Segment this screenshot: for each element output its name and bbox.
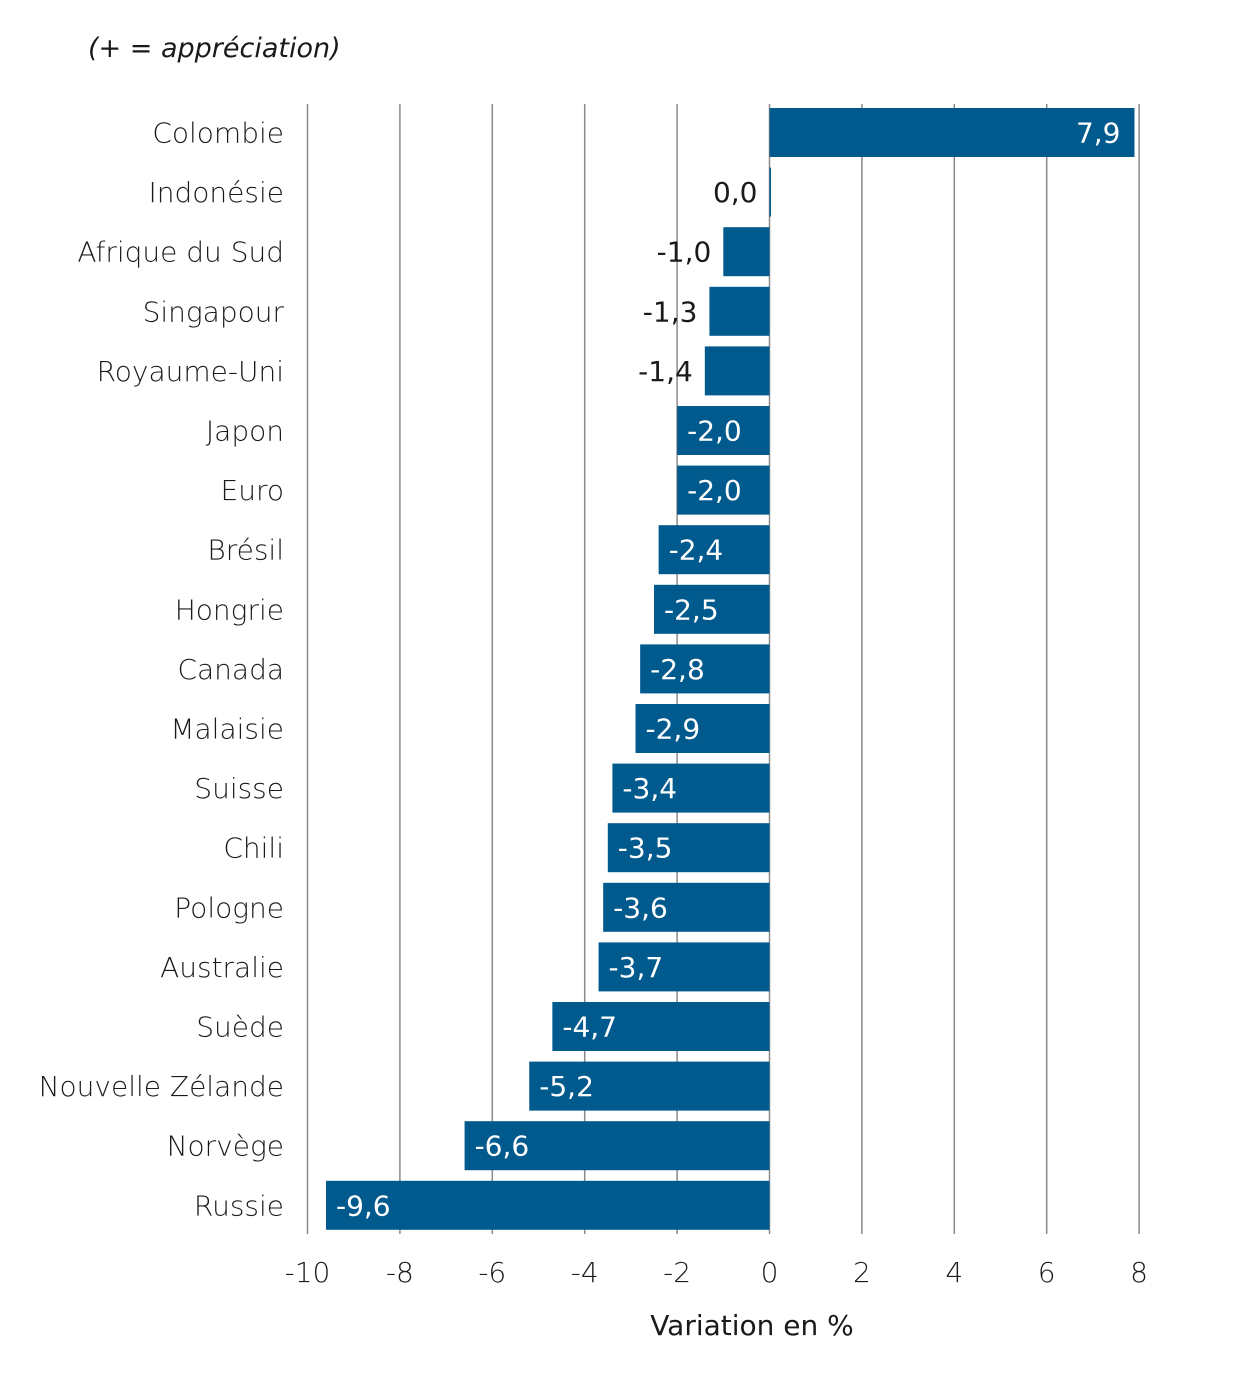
category-label: Chili [223, 832, 284, 865]
category-label: Norvège [167, 1130, 284, 1163]
data-label: -1,3 [643, 295, 698, 328]
category-label: Royaume-Uni [97, 355, 284, 388]
data-label: -5,2 [539, 1070, 594, 1103]
data-label: -9,6 [336, 1189, 391, 1222]
category-label: Suède [196, 1011, 284, 1044]
x-axis-title: Variation en % [650, 1309, 854, 1342]
category-label: Suisse [194, 772, 284, 805]
bar [325, 1180, 770, 1230]
bar [769, 167, 771, 217]
x-tick-label: 0 [761, 1256, 779, 1289]
category-label: Brésil [207, 534, 284, 567]
x-tick-label: -6 [478, 1256, 506, 1289]
category-label: Canada [177, 653, 284, 686]
data-label: -2,8 [650, 653, 705, 686]
data-label: -3,7 [609, 951, 664, 984]
data-label: -3,6 [613, 891, 668, 924]
bar [677, 406, 770, 455]
bar [607, 823, 770, 873]
data-label: -2,5 [664, 593, 719, 626]
x-tick-label: 2 [853, 1256, 871, 1289]
category-label: Russie [194, 1189, 284, 1222]
bar [635, 704, 770, 753]
bar [598, 942, 770, 992]
bar [654, 584, 770, 634]
category-label: Pologne [174, 891, 284, 924]
bar [677, 465, 770, 515]
data-label: -6,6 [475, 1130, 530, 1163]
data-label: 7,9 [1076, 117, 1121, 150]
x-tick-label: 6 [1038, 1256, 1056, 1289]
x-tick-label: -2 [663, 1256, 691, 1289]
x-tick-label: -4 [571, 1256, 599, 1289]
data-label: -2,0 [687, 415, 742, 448]
bar [709, 286, 770, 336]
bar [658, 525, 770, 575]
bar [612, 763, 770, 813]
category-label: Nouvelle Zélande [39, 1070, 284, 1103]
bar [529, 1061, 770, 1111]
category-label: Euro [221, 474, 284, 507]
bars [325, 108, 1135, 1230]
data-label: -3,4 [622, 772, 677, 805]
category-label: Japon [206, 415, 284, 448]
category-label: Afrique du Sud [77, 236, 284, 269]
bar [723, 227, 770, 277]
chart-subtitle: (+ = appréciation) [88, 33, 341, 64]
category-label: Colombie [152, 117, 284, 150]
data-label: -1,4 [638, 355, 693, 388]
data-label: -4,7 [562, 1011, 617, 1044]
category-label: Hongrie [175, 593, 284, 626]
data-label: -2,4 [669, 534, 724, 567]
bar [552, 1002, 770, 1051]
bar [603, 882, 770, 932]
data-label: -3,5 [618, 832, 673, 865]
bar [704, 346, 770, 396]
bar [464, 1121, 770, 1171]
category-label: Australie [160, 951, 284, 984]
category-label: Malaisie [170, 713, 284, 746]
data-label: -2,0 [687, 474, 742, 507]
data-label: -1,0 [657, 236, 712, 269]
data-label: 0,0 [713, 176, 758, 209]
x-tick-label: 4 [945, 1256, 963, 1289]
x-tick-labels: -10 -8 -6 -4 -2 0 2 4 6 8 [285, 1256, 1148, 1289]
value-labels: 7,9 0,0-1,0 -1,3 -1,4 -2,0 -2,0 -2,4 -2,5 -2,8 -2… [336, 117, 1121, 1223]
data-label: -2,9 [646, 713, 701, 746]
category-label: Indonésie [149, 176, 284, 209]
x-tick-label: -8 [386, 1256, 414, 1289]
x-tick-label: 8 [1130, 1256, 1148, 1289]
bar [769, 108, 1135, 157]
x-tick-label: -10 [285, 1256, 331, 1289]
category-label: Singapour [143, 295, 285, 328]
category-labels: Colombie Indonésie Afrique du Sud Singapour… [39, 117, 285, 1223]
bar [640, 644, 770, 694]
